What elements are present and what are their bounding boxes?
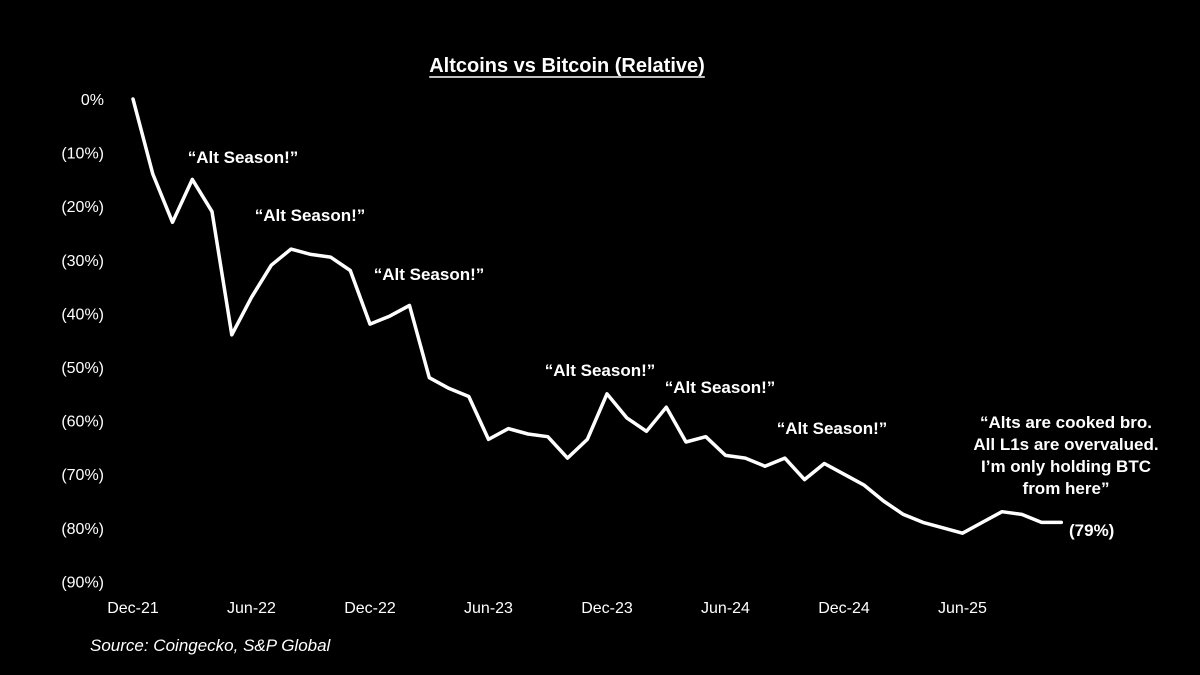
alt-season-annotation: “Alt Season!” <box>255 206 366 225</box>
alt-season-annotation: “Alt Season!” <box>545 361 656 380</box>
x-tick-label: Jun-23 <box>464 600 513 617</box>
x-axis: Dec-21 Jun-22 Dec-22 Jun-23 Dec-23 Jun-24 Dec-… <box>107 600 987 617</box>
x-tick-label: Dec-22 <box>344 600 396 617</box>
y-tick-label: (70%) <box>61 467 104 484</box>
quote-annotation-line: All L1s are overvalued. <box>973 435 1158 454</box>
y-tick-label: (50%) <box>61 360 104 377</box>
alt-season-annotation: “Alt Season!” <box>777 419 888 438</box>
x-tick-label: Dec-23 <box>581 600 633 617</box>
quote-annotation-line: from here” <box>1023 479 1110 498</box>
y-tick-label: (80%) <box>61 521 104 538</box>
alt-season-annotation: “Alt Season!” <box>188 148 299 167</box>
alt-season-annotation: “Alt Season!” <box>374 265 485 284</box>
alt-season-annotation: “Alt Season!” <box>665 378 776 397</box>
series-line <box>131 97 1064 535</box>
x-tick-label: Jun-22 <box>227 600 276 617</box>
x-tick-label: Jun-25 <box>938 600 987 617</box>
end-value-label: (79%) <box>1069 521 1114 540</box>
quote-annotation-line: “Alts are cooked bro. <box>980 413 1152 432</box>
annotations: “Alt Season!” “Alt Season!” “Alt Season!” “… <box>188 148 1159 498</box>
y-tick-label: (10%) <box>61 146 104 163</box>
x-tick-label: Dec-24 <box>818 600 870 617</box>
y-tick-label: 0% <box>81 92 104 109</box>
chart-title: Altcoins vs Bitcoin (Relative) <box>429 55 705 77</box>
quote-annotation-line: I’m only holding BTC <box>981 457 1151 476</box>
y-tick-label: (20%) <box>61 199 104 216</box>
x-tick-label: Jun-24 <box>701 600 750 617</box>
x-tick-label: Dec-21 <box>107 600 159 617</box>
y-tick-label: (30%) <box>61 253 104 270</box>
y-axis: 0% (10%) (20%) (30%) (40%) (50%) (60%) (70%) (80… <box>61 92 104 591</box>
source-note: Source: Coingecko, S&P Global <box>90 636 331 655</box>
y-tick-label: (90%) <box>61 574 104 591</box>
y-tick-label: (40%) <box>61 306 104 323</box>
y-tick-label: (60%) <box>61 414 104 431</box>
